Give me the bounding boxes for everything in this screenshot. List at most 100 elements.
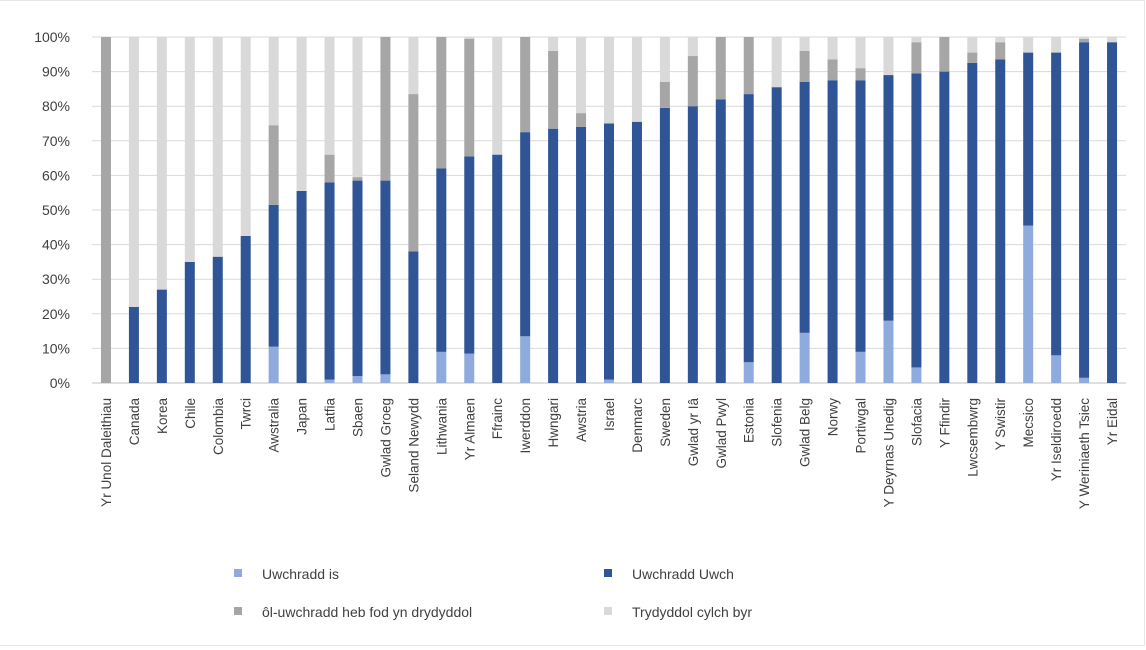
- bar-segment: [548, 37, 559, 51]
- bar-segment: [184, 261, 195, 383]
- bar-segment: [464, 38, 475, 157]
- bar-segment: [1051, 37, 1062, 53]
- x-tick-label: Israel: [602, 398, 617, 431]
- bar-segment: [408, 94, 419, 252]
- bar-segment: [520, 336, 531, 383]
- y-axis-ticks: 0% 10% 20% 30% 40% 50% 60% 70% 80% 90% 100%: [34, 29, 70, 391]
- bar-segment: [352, 180, 363, 377]
- bar-segment: [771, 87, 782, 384]
- bar-segment: [156, 289, 167, 383]
- x-tick-label: Chile: [183, 398, 198, 429]
- y-tick-label: 80%: [42, 98, 70, 114]
- x-tick-label: Yr Almaen: [462, 398, 477, 460]
- x-tick-label: Latfia: [323, 398, 338, 432]
- x-tick-label: Gwlad Groeg: [378, 398, 393, 478]
- bar-segment: [1079, 42, 1090, 378]
- bar-segment: [911, 367, 922, 383]
- bar-segment: [1023, 225, 1034, 383]
- bar-segment: [715, 37, 726, 100]
- y-tick-label: 30%: [42, 271, 70, 287]
- bar-segment: [436, 37, 447, 169]
- legend-label: Trydyddol cylch byr: [632, 604, 752, 620]
- bar-segment: [827, 80, 838, 383]
- bar-segment: [687, 56, 698, 107]
- bar-segment: [799, 81, 810, 333]
- bar-segment: [324, 154, 335, 183]
- x-tick-label: Awstria: [574, 398, 589, 443]
- bar-segment: [296, 37, 307, 191]
- bar-segment: [743, 37, 754, 95]
- bar-segment: [380, 374, 391, 383]
- bar-segment: [324, 182, 335, 380]
- bar-segment: [939, 71, 950, 383]
- x-tick-label: Canada: [127, 398, 142, 446]
- x-tick-label: Iwerddon: [518, 398, 533, 454]
- bar-segment: [1079, 38, 1090, 43]
- bar-segment: [659, 81, 670, 108]
- bar-segment: [128, 37, 139, 307]
- bar-segment: [324, 37, 335, 155]
- bar-segment: [100, 37, 111, 383]
- x-tick-label: Denmarc: [630, 398, 645, 453]
- x-tick-label: Yr Eidal: [1105, 398, 1120, 445]
- y-tick-label: 40%: [42, 237, 70, 253]
- bar-segment: [352, 376, 363, 383]
- bar-segment: [492, 37, 503, 155]
- bar-segment: [771, 37, 782, 88]
- bar-segment: [1107, 42, 1118, 383]
- x-tick-label: Gwlad yr Iâ: [686, 398, 701, 467]
- bar-segment: [576, 126, 587, 384]
- bar-segment: [436, 351, 447, 383]
- y-tick-label: 70%: [42, 133, 70, 149]
- y-tick-label: 10%: [42, 340, 70, 356]
- bar-segment: [967, 37, 978, 53]
- bar-segment: [268, 346, 279, 383]
- bar-segment: [492, 154, 503, 383]
- bar-segment: [576, 113, 587, 127]
- bar-segment: [995, 59, 1006, 384]
- bar-segment: [799, 332, 810, 383]
- y-tick-label: 0%: [50, 375, 70, 391]
- bar-segment: [1079, 377, 1090, 383]
- x-tick-label: Hwngari: [546, 398, 561, 448]
- x-tick-label: Mecsico: [1021, 398, 1036, 448]
- bar-segment: [743, 94, 754, 363]
- x-tick-label: Korea: [155, 398, 170, 435]
- x-tick-label: Estonia: [742, 398, 757, 444]
- x-tick-label: Norwy: [826, 398, 841, 437]
- bar-segment: [1107, 37, 1118, 43]
- x-tick-label: Slofenia: [770, 398, 785, 447]
- bar-segment: [464, 37, 475, 39]
- x-tick-label: Y Swistir: [993, 398, 1008, 451]
- x-tick-label: Sbaen: [350, 398, 365, 437]
- bar-segment: [883, 37, 894, 76]
- x-tick-label: Slofacia: [909, 398, 924, 447]
- x-tick-label: Lithwania: [434, 398, 449, 456]
- legend-label: Uwchradd Uwch: [632, 566, 734, 582]
- bar-segment: [883, 75, 894, 321]
- bar-segment: [1051, 52, 1062, 356]
- bar-segment: [128, 306, 139, 383]
- legend-swatch: [234, 569, 242, 577]
- bar-segment: [408, 37, 419, 95]
- x-tick-label: Twrci: [239, 398, 254, 430]
- bar-segment: [631, 37, 642, 122]
- bar-segment: [855, 68, 866, 81]
- bar-segment: [268, 37, 279, 126]
- bar-segment: [240, 235, 251, 383]
- bar-segment: [659, 107, 670, 384]
- bar-segment: [464, 353, 475, 383]
- bars: [100, 37, 1118, 384]
- bar-segment: [352, 177, 363, 181]
- x-tick-label: Japan: [295, 398, 310, 435]
- bar-segment: [380, 37, 391, 181]
- bar-segment: [827, 37, 838, 60]
- bar-segment: [743, 362, 754, 383]
- x-tick-label: Colombia: [211, 398, 226, 456]
- y-tick-label: 50%: [42, 202, 70, 218]
- bar-segment: [715, 99, 726, 383]
- x-tick-label: Awstralia: [267, 398, 282, 453]
- bar-segment: [967, 62, 978, 383]
- x-tick-label: Gwlad Pwyl: [714, 398, 729, 469]
- bar-segment: [352, 37, 363, 178]
